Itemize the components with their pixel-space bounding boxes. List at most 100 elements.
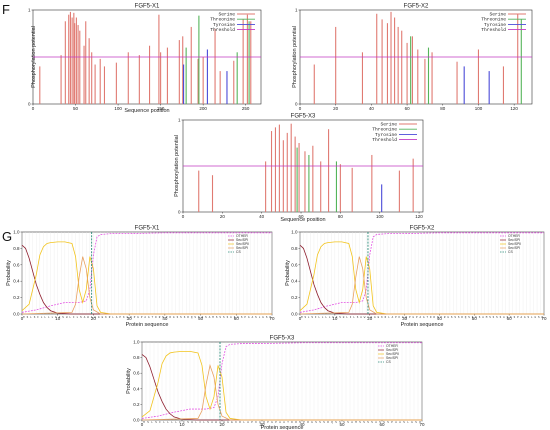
x-tick-label: 20 [333, 106, 339, 111]
sequence-residue: S [339, 421, 341, 424]
sequence-residue: L [30, 316, 32, 319]
x-axis-label: Sequence position [124, 108, 169, 114]
sequence-residue: S [223, 316, 225, 319]
y-tick-label: 0.2 [133, 402, 140, 407]
sequence-residue: Q [331, 421, 333, 424]
sequence-residue: M [143, 421, 145, 424]
sequence-residue: S [475, 316, 477, 319]
sequence-residue: S [207, 421, 209, 424]
sequence-residue: L [346, 316, 348, 319]
x-tick-label: 60 [507, 316, 513, 321]
sequence-residue: H [223, 421, 225, 424]
sequence-residue: S [451, 316, 453, 319]
sequence-residue: L [112, 316, 114, 319]
legend-label: Serine [218, 12, 235, 18]
sequence-residue: R [109, 316, 111, 319]
sequence-residue: F [59, 316, 61, 319]
sequence-residue: S [62, 316, 64, 319]
sequence-residue: A [283, 421, 285, 424]
sequence-residue: F [336, 316, 338, 319]
legend-label: Sec/SPI [386, 348, 398, 352]
sequence-residue: L [322, 316, 324, 319]
y-axis-label: Probability [285, 260, 291, 286]
x-tick-label: 40 [299, 422, 305, 427]
chart-title: FGF5-X1 [135, 4, 160, 10]
sequence-residue: R [169, 316, 171, 319]
x-tick-label: 40 [162, 316, 168, 321]
sequence-residue: S [510, 316, 512, 319]
x-tick-label: 60 [379, 422, 385, 427]
sequence-residue: M [301, 316, 303, 319]
sequence-residue: L [329, 316, 331, 319]
x-tick-label: 20 [219, 422, 225, 427]
sequence-residue: L [195, 421, 197, 424]
x-tick-label: 30 [127, 316, 133, 321]
sequence-residue: S [205, 316, 207, 319]
chart-title: FGF5-X2 [404, 4, 429, 10]
y-axis-label: Probability [6, 260, 12, 286]
sequence-residue: G [227, 421, 229, 424]
sequence-residue: G [98, 316, 100, 319]
sequence-residue: Q [269, 316, 271, 319]
sequence-residue: A [84, 316, 86, 319]
sequence-residue: S [343, 421, 345, 424]
sequence-residue: A [360, 316, 362, 319]
sequence-residue: L [388, 316, 390, 319]
sequence-residue: G [127, 316, 129, 319]
series-line-secspi [21, 256, 272, 315]
sequence-residue: Q [263, 421, 265, 424]
sequence-residue: F [159, 421, 161, 424]
sequence-residue: W [215, 421, 217, 424]
sequence-residue: Q [541, 316, 543, 319]
x-axis-label: Protein sequence [126, 322, 169, 328]
sequence-residue: P [395, 316, 397, 319]
sequence-residue: A [91, 316, 93, 319]
sequence-residue: E [102, 316, 104, 319]
sequence-residue: H [66, 316, 68, 319]
sequence-residue: P [244, 316, 246, 319]
sequence-residue: S [198, 316, 200, 319]
sequence-residue: H [94, 316, 96, 319]
legend-label: Serine [380, 122, 397, 128]
x-tick-label: 10 [332, 316, 338, 321]
sequence-residue: A [399, 421, 401, 424]
sequence-residue: M [486, 316, 488, 319]
sequence-residue: P [440, 316, 442, 319]
sequence-residue: S [489, 316, 491, 319]
sequence-residue: S [403, 421, 405, 424]
sequence-residue: R [307, 421, 309, 424]
series-line-other [299, 232, 544, 313]
sequence-residue: S [347, 421, 349, 424]
sequence-residue: A [524, 316, 526, 319]
series-line-secspi [299, 256, 544, 315]
x-tick-label: 20 [367, 316, 373, 321]
x-tick-label: 100 [376, 214, 384, 219]
sequence-residue: S [177, 316, 179, 319]
sequence-residue: S [472, 316, 474, 319]
x-tick-label: 0 [21, 316, 24, 321]
sequence-residue: S [237, 316, 239, 319]
sequence-residue: P [416, 316, 418, 319]
legend-label: OTHER [236, 234, 248, 238]
sequence-residue: S [155, 421, 157, 424]
y-tick-label: 0.4 [133, 386, 140, 391]
sequence-residue: L [69, 316, 71, 319]
y-axis-label: Phosphorylation potential [174, 135, 180, 197]
y-tick-label: 0.6 [291, 262, 298, 267]
sequence-residue: S [363, 421, 365, 424]
sequence-residue: S [315, 421, 317, 424]
sequence-residue: L [175, 421, 177, 424]
sequence-residue: S [514, 316, 516, 319]
x-tick-label: 0 [299, 316, 302, 321]
chart-g-x1: FGF5-X1 Protein sequence Probability 0 10 20 3… [6, 226, 275, 329]
sequence-residue: F [55, 316, 57, 319]
sequence-residue: S [387, 421, 389, 424]
x-tick-label: 70 [541, 316, 547, 321]
sequence-residue: F [332, 316, 334, 319]
y-axis-label: Probability [126, 368, 132, 394]
sequence-residue: S [234, 316, 236, 319]
sequence-residue: P [409, 316, 411, 319]
sequence-residue: E [231, 421, 233, 424]
x-tick-label: 40 [259, 214, 265, 219]
series-line-secspi [141, 354, 422, 421]
